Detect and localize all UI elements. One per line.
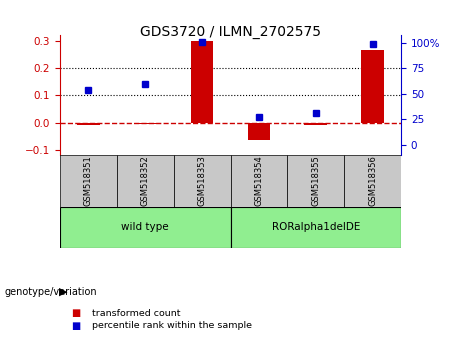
Text: GSM518355: GSM518355 — [311, 156, 320, 206]
Bar — [248, 122, 270, 140]
Text: GDS3720 / ILMN_2702575: GDS3720 / ILMN_2702575 — [140, 25, 321, 39]
Bar — [60, 155, 117, 207]
Text: GSM518354: GSM518354 — [254, 156, 263, 206]
Text: GSM518351: GSM518351 — [84, 156, 93, 206]
Bar — [304, 122, 327, 125]
Text: GSM518356: GSM518356 — [368, 155, 377, 206]
Bar — [361, 50, 384, 122]
Bar — [344, 155, 401, 207]
Text: GSM518352: GSM518352 — [141, 156, 150, 206]
Bar — [134, 122, 157, 124]
Text: wild type: wild type — [121, 222, 169, 232]
Bar — [230, 155, 287, 207]
Text: ■: ■ — [71, 321, 81, 331]
Bar — [60, 207, 230, 248]
Bar — [174, 155, 230, 207]
Text: ■: ■ — [71, 308, 81, 318]
Bar — [287, 155, 344, 207]
Text: RORalpha1delDE: RORalpha1delDE — [272, 222, 360, 232]
Text: GSM518353: GSM518353 — [198, 155, 207, 206]
Text: transformed count: transformed count — [92, 309, 181, 318]
Bar — [191, 41, 213, 122]
Bar — [117, 155, 174, 207]
Text: percentile rank within the sample: percentile rank within the sample — [92, 321, 252, 330]
Bar — [77, 122, 100, 125]
Text: genotype/variation: genotype/variation — [5, 287, 97, 297]
Text: ▶: ▶ — [59, 287, 67, 297]
Bar — [230, 207, 401, 248]
